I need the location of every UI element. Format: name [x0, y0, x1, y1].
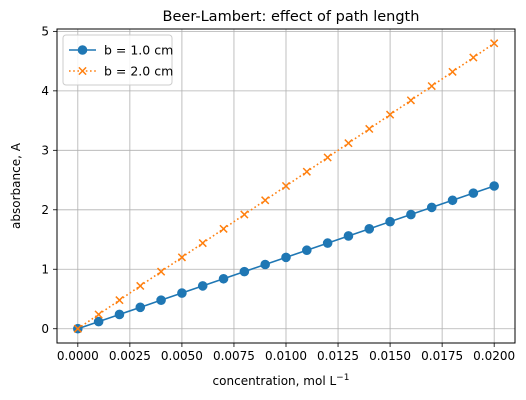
data-point [73, 324, 82, 333]
marker-stroke [198, 238, 207, 248]
marker-stroke [136, 281, 145, 291]
data-point [385, 216, 395, 227]
data-point [156, 267, 166, 276]
x-tick-label: 0.0100 [265, 349, 307, 363]
marker-stroke [177, 253, 187, 262]
data-point [114, 309, 125, 320]
marker-stroke [385, 110, 395, 119]
legend-marker [78, 66, 87, 76]
marker-stroke [406, 96, 416, 105]
data-point [198, 238, 207, 248]
data-point [490, 39, 499, 48]
marker-stroke [115, 296, 124, 305]
legend-box [62, 34, 173, 86]
data-point [135, 302, 146, 313]
data-point [197, 281, 208, 291]
x-tick-label: 0.0025 [109, 349, 151, 363]
x-tick-label: 0.0200 [473, 349, 515, 363]
marker-stroke [427, 81, 436, 91]
data-point [261, 196, 270, 205]
legend-label: b = 2.0 cm [104, 64, 173, 79]
data-point [365, 124, 374, 134]
x-axis: 0.0000 0.0025 0.0050 0.0075 0.0100 0.0125 0.01… [57, 343, 515, 363]
marker-stroke [323, 153, 332, 162]
data-point [385, 110, 395, 119]
y-tick-label: 4 [41, 84, 49, 98]
data-point [406, 209, 416, 220]
x-tick-label: 0.0000 [57, 349, 99, 363]
legend-marker [77, 45, 88, 55]
data-point [469, 53, 478, 62]
data-point [344, 139, 353, 148]
marker-stroke [302, 167, 311, 176]
data-point [427, 81, 436, 91]
data-point [240, 210, 249, 219]
data-point [447, 195, 458, 206]
marker-stroke [156, 267, 166, 276]
data-point [426, 202, 437, 213]
y-tick-label: 1 [41, 262, 49, 276]
data-point [322, 238, 333, 248]
data-point [489, 181, 499, 191]
x-tick-label: 0.0050 [161, 349, 203, 363]
marker-stroke [73, 324, 82, 333]
series-layer [73, 39, 499, 334]
data-point [136, 281, 145, 291]
data-point [156, 295, 166, 305]
data-point [323, 153, 332, 162]
marker-stroke [365, 124, 374, 134]
y-tick-label: 0 [41, 322, 49, 336]
marker-stroke [344, 139, 353, 148]
marker-stroke [219, 224, 228, 233]
x-tick-label: 0.0150 [369, 349, 411, 363]
marker-stroke [261, 196, 270, 205]
data-point [281, 181, 291, 191]
data-point [94, 310, 103, 319]
x-tick-label: 0.0125 [317, 349, 359, 363]
x-tick-label: 0.0175 [421, 349, 463, 363]
data-point [239, 266, 250, 277]
legend-entry-2: b = 2.0 cm [69, 64, 173, 79]
marker-stroke [448, 67, 457, 76]
y-tick-label: 3 [41, 144, 49, 158]
data-point [115, 296, 124, 305]
data-point [218, 273, 229, 284]
legend-label: b = 1.0 cm [104, 43, 173, 58]
data-point [406, 96, 416, 105]
legend: b = 1.0 cm b = 2.0 cm [62, 34, 173, 86]
data-point [219, 224, 228, 233]
series-1 [73, 181, 499, 334]
data-point [93, 316, 104, 327]
legend-entry-1: b = 1.0 cm [69, 43, 173, 58]
x-axis-title-superscript: −1 [336, 373, 349, 383]
data-point [302, 245, 312, 256]
data-point [260, 259, 270, 270]
data-point [468, 188, 479, 198]
chart-title: Beer-Lambert: effect of path length [163, 9, 420, 25]
data-point [343, 231, 354, 241]
series-2 [73, 39, 499, 333]
marker-stroke [469, 53, 478, 62]
marker-stroke [490, 39, 499, 48]
data-point [177, 288, 187, 298]
data-point [302, 167, 311, 176]
x-axis-title-main: concentration, mol L [213, 374, 337, 388]
x-axis-title: concentration, mol L−1 [213, 373, 350, 388]
marker-stroke [281, 181, 291, 191]
y-axis: 0 1 2 3 4 5 [41, 25, 57, 336]
x-tick-label: 0.0075 [213, 349, 255, 363]
marker-stroke [94, 310, 103, 319]
data-point [364, 224, 375, 234]
y-axis-title: absorbance, A [9, 142, 23, 229]
marker-stroke [240, 210, 249, 219]
data-point [448, 67, 457, 76]
y-tick-label: 2 [41, 203, 49, 217]
marker-stroke [78, 66, 87, 76]
data-point [177, 253, 187, 262]
data-point [281, 252, 291, 263]
y-tick-label: 5 [41, 25, 49, 39]
